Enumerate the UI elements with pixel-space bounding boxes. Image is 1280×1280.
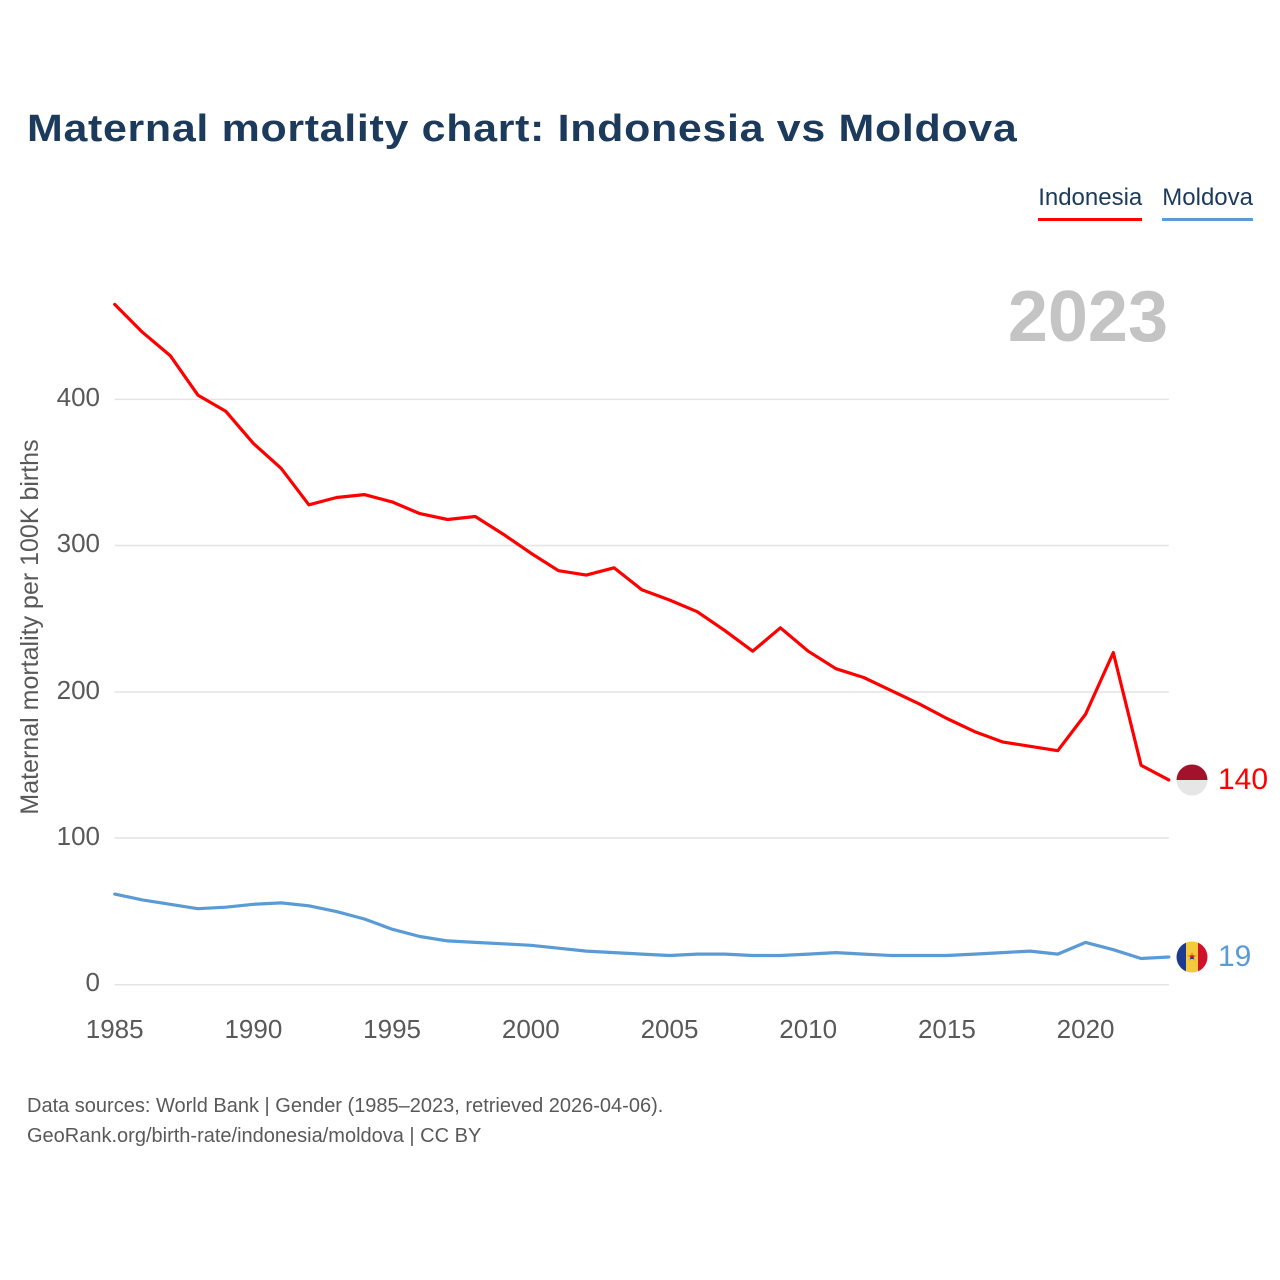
svg-text:100: 100 [57, 821, 100, 851]
svg-text:Maternal mortality per 100K bi: Maternal mortality per 100K births [16, 439, 44, 814]
svg-text:1985: 1985 [86, 1014, 144, 1044]
svg-text:140: 140 [1218, 763, 1268, 796]
svg-text:1990: 1990 [224, 1014, 282, 1044]
svg-text:400: 400 [57, 382, 100, 412]
svg-text:1995: 1995 [363, 1014, 421, 1044]
svg-text:300: 300 [57, 528, 100, 558]
svg-text:2020: 2020 [1057, 1014, 1115, 1044]
svg-text:0: 0 [86, 967, 100, 997]
svg-text:2015: 2015 [918, 1014, 976, 1044]
svg-text:19: 19 [1218, 940, 1251, 973]
svg-text:200: 200 [57, 675, 100, 705]
svg-text:2010: 2010 [779, 1014, 837, 1044]
svg-text:2005: 2005 [641, 1014, 699, 1044]
svg-text:2000: 2000 [502, 1014, 560, 1044]
